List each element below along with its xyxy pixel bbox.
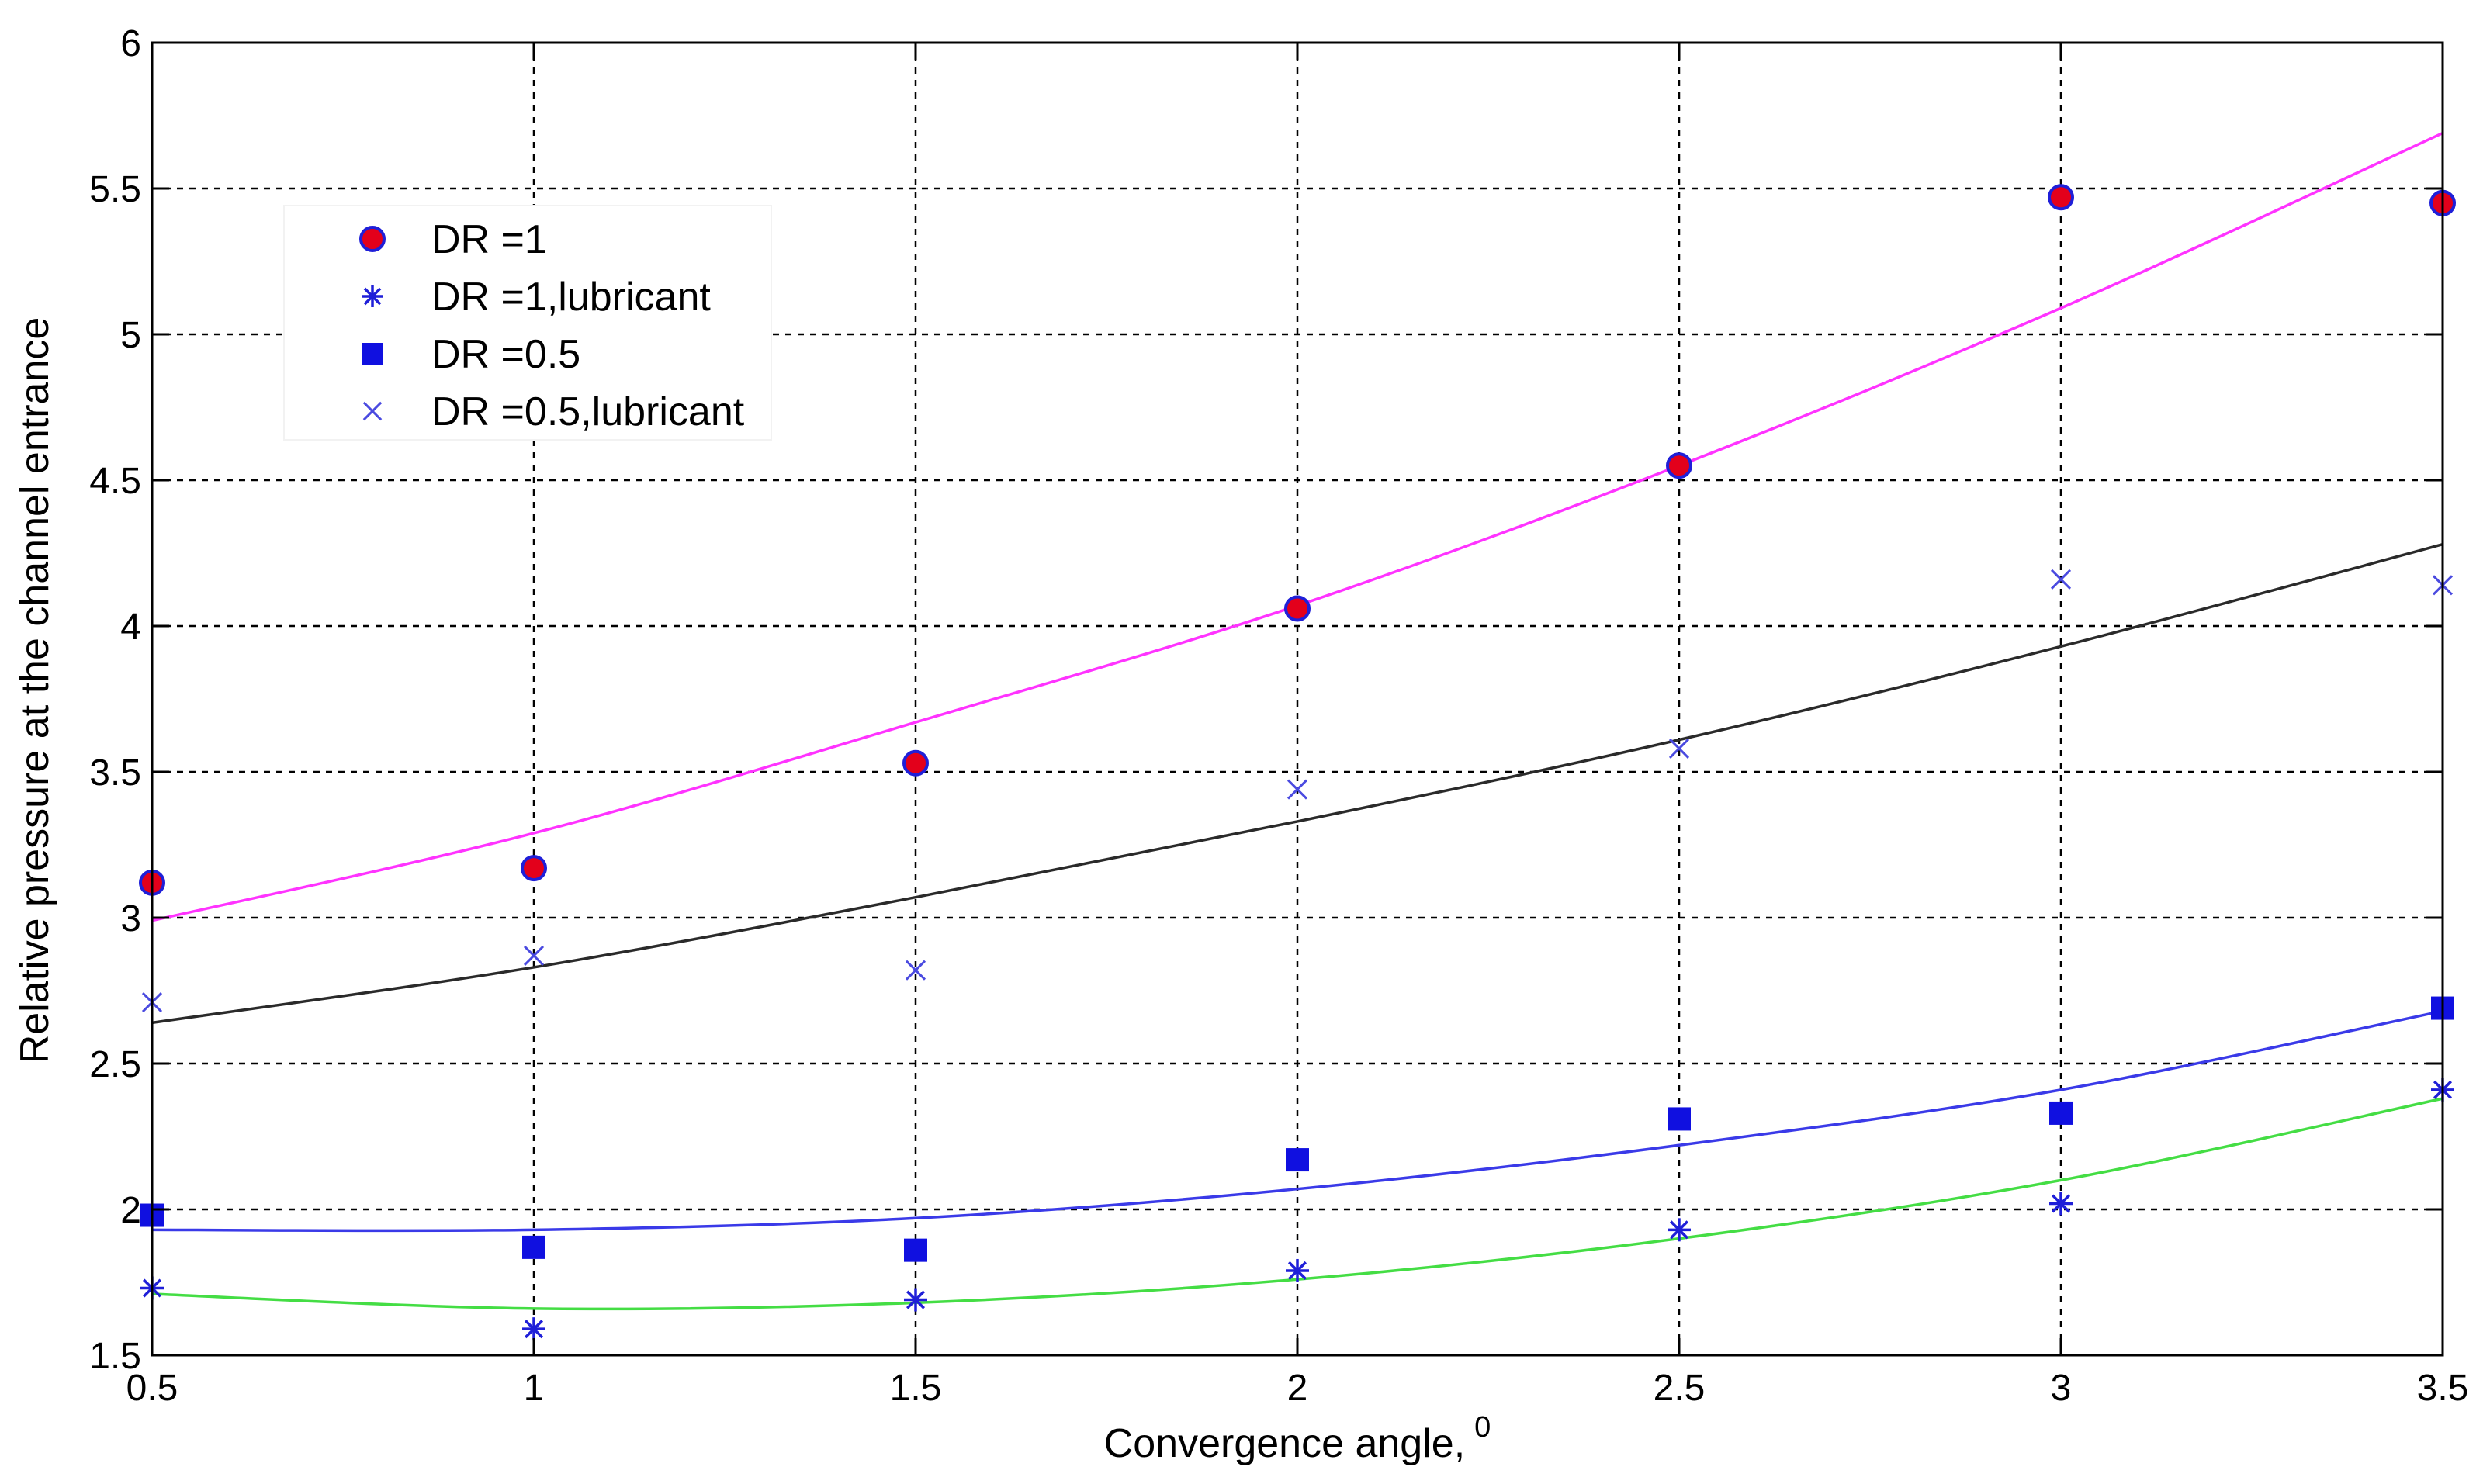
- data-point-cross-s3: [1287, 779, 1308, 800]
- data-point-square-s2: [1286, 1148, 1309, 1172]
- legend-label-2: DR =0.5: [431, 332, 580, 377]
- legend-marker-2: [362, 343, 383, 365]
- data-point-cross-s3-stroke: [2050, 569, 2072, 590]
- data-point-square-s2: [904, 1238, 927, 1262]
- x-tick-label: 1: [524, 1368, 545, 1409]
- data-point-circle-s0-shape: [2048, 184, 2074, 211]
- legend-marker-3-stroke: [362, 401, 383, 421]
- data-point-cross-s3-stroke: [1287, 779, 1308, 800]
- y-tick-label: 6: [120, 23, 141, 64]
- data-point-asterisk-s1: [904, 1288, 927, 1312]
- y-tick-label: 2.5: [89, 1044, 141, 1085]
- data-point-asterisk-s1-stroke: [906, 1290, 926, 1309]
- y-tick-label: 1.5: [89, 1336, 141, 1377]
- data-markers: [139, 184, 2456, 1341]
- data-point-cross-s3-stroke: [523, 945, 545, 966]
- legend: DR =1 DR =1,lubricant DR =0.5 DR =0.5,lubri…: [283, 205, 772, 441]
- data-point-cross-s3: [523, 945, 545, 966]
- x-tick-label: 0.5: [126, 1368, 178, 1409]
- fit-curve-2: [151, 1009, 2443, 1233]
- data-point-circle-s0: [521, 855, 547, 882]
- data-point-circle-s0: [1666, 452, 1692, 479]
- legend-label-1: DR =1,lubricant: [431, 275, 711, 320]
- data-point-cross-s3-stroke: [905, 960, 926, 981]
- legend-marker-1-stroke: [363, 287, 382, 306]
- data-point-asterisk-s1-stroke: [1287, 1261, 1307, 1280]
- data-point-asterisk-s1-stroke: [524, 1320, 544, 1339]
- legend-marker-0-shape: [359, 226, 386, 252]
- y-tick-label: 2: [120, 1190, 141, 1231]
- y-tick-label: 5: [120, 315, 141, 356]
- legend-marker-2-shape: [362, 343, 383, 365]
- data-point-square-s2: [1668, 1107, 1691, 1131]
- legend-marker-3: [362, 401, 383, 421]
- data-point-cross-s3: [2050, 569, 2072, 590]
- data-point-asterisk-s1: [522, 1317, 545, 1341]
- data-point-cross-s3: [1668, 738, 1690, 759]
- data-point-asterisk-s1-stroke: [2051, 1194, 2071, 1213]
- x-tick-label: 3.5: [2417, 1368, 2469, 1409]
- x-axis-title-superscript: 0: [1474, 1411, 1491, 1444]
- x-tick-label: 2: [1287, 1368, 1308, 1409]
- data-point-asterisk-s1: [1668, 1218, 1691, 1242]
- data-point-circle-s0-shape: [521, 855, 547, 882]
- data-point-asterisk-s1-stroke: [1669, 1220, 1689, 1240]
- data-point-circle-s0-shape: [1284, 595, 1311, 622]
- y-tick-label: 3: [120, 898, 141, 939]
- data-point-asterisk-s1: [2049, 1192, 2073, 1216]
- legend-label-0: DR =1: [431, 217, 547, 262]
- x-tick-label: 3: [2051, 1368, 2072, 1409]
- x-tick-label: 1.5: [890, 1368, 942, 1409]
- data-point-cross-s3: [905, 960, 926, 981]
- y-tick-label: 3.5: [89, 752, 141, 794]
- data-point-square-s2: [2049, 1101, 2073, 1125]
- data-point-square-s2-shape: [1286, 1148, 1309, 1172]
- legend-marker-1: [362, 285, 383, 307]
- y-tick-label: 5.5: [89, 169, 141, 210]
- data-point-circle-s0: [1284, 595, 1311, 622]
- data-point-square-s2-shape: [522, 1235, 545, 1259]
- data-point-square-s2: [522, 1235, 545, 1259]
- data-point-circle-s0: [902, 749, 929, 777]
- y-axis-title: Relative pressure at the channel entranc…: [12, 317, 57, 1064]
- data-point-square-s2-shape: [904, 1238, 927, 1262]
- data-point-asterisk-s1: [1286, 1258, 1309, 1282]
- data-point-circle-s0-shape: [902, 749, 929, 777]
- data-point-cross-s3-stroke: [1668, 738, 1690, 759]
- data-point-square-s2-shape: [1668, 1107, 1691, 1131]
- x-tick-label: 2.5: [1654, 1368, 1706, 1409]
- grid: [152, 43, 2443, 1355]
- axis-ticks: 0.5 1 1.5 2 2.5 3 3.5 1.5 2 2.5 3 3.5 4 4.5 5 5.5 6: [89, 23, 2468, 1409]
- data-point-circle-s0: [2048, 184, 2074, 211]
- y-tick-label: 4.5: [89, 461, 141, 502]
- y-tick-label: 4: [120, 607, 141, 648]
- legend-marker-0: [359, 226, 386, 252]
- x-axis-title-text: Convergence angle,: [1104, 1421, 1465, 1466]
- data-point-circle-s0-shape: [1666, 452, 1692, 479]
- data-point-square-s2-shape: [2049, 1101, 2073, 1125]
- x-axis-title: Convergence angle, 0: [1104, 1411, 1491, 1466]
- legend-label-3: DR =0.5,lubricant: [431, 389, 745, 434]
- fit-curve-1: [151, 543, 2443, 1025]
